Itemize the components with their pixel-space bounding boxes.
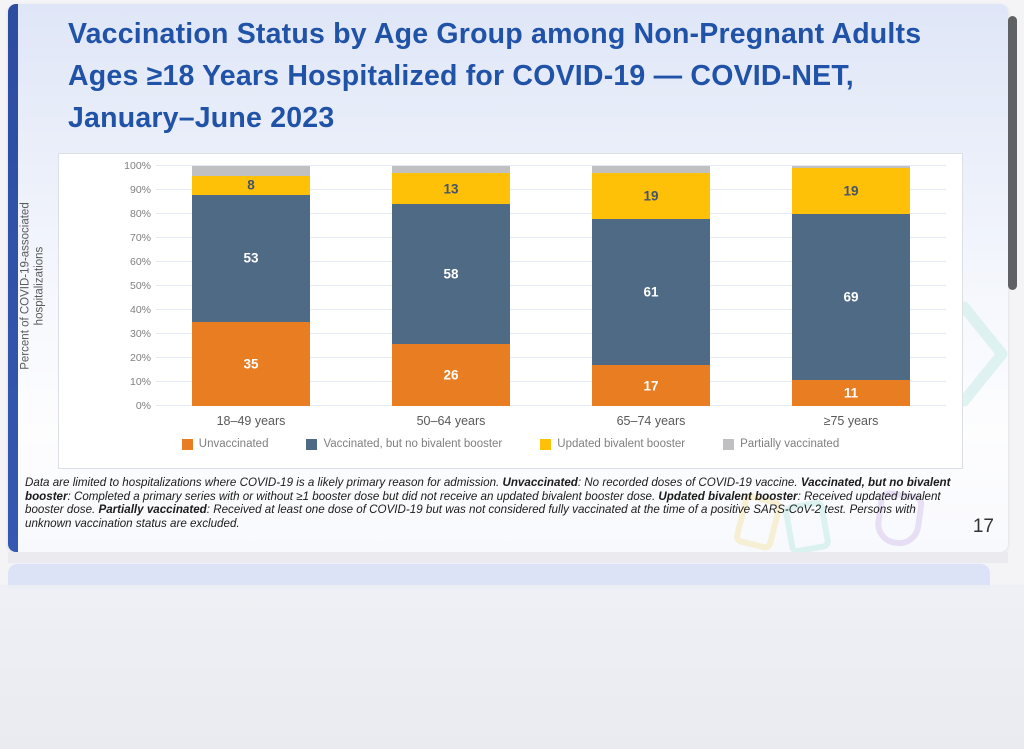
slide-card: Vaccination Status by Age Group among No… bbox=[8, 4, 1008, 552]
slide-page-number: 17 bbox=[972, 516, 994, 537]
bar-segment bbox=[392, 166, 510, 174]
bar-segment: 11 bbox=[792, 379, 910, 406]
bar-value-label: 13 bbox=[443, 181, 459, 197]
gridline bbox=[156, 381, 946, 382]
bar-segment: 58 bbox=[392, 204, 510, 344]
stacked-bar: 35 53 8 bbox=[192, 166, 310, 406]
gridline bbox=[156, 333, 946, 334]
chart-legend: Unvaccinated Vaccinated, but no bivalent … bbox=[59, 438, 962, 450]
gridline bbox=[156, 285, 946, 286]
footnote-segment: : Received at least one dose of COVID-19… bbox=[25, 503, 916, 531]
bar-segment: 61 bbox=[592, 218, 710, 366]
bar-segment: 26 bbox=[392, 343, 510, 406]
legend-item: Partially vaccinated bbox=[723, 438, 839, 450]
next-slide-peek bbox=[8, 563, 990, 589]
bar-segment bbox=[192, 166, 310, 176]
bar-segment: 19 bbox=[592, 173, 710, 219]
chart-panel: Percent of COVID-19-associated hospitali… bbox=[20, 153, 963, 469]
y-tick-label: 80% bbox=[129, 208, 151, 220]
y-axis-title: Percent of COVID-19-associated hospitali… bbox=[19, 202, 46, 370]
bar-value-label: 19 bbox=[843, 183, 859, 199]
slide-accent-stripe bbox=[8, 4, 18, 552]
bar-segment: 53 bbox=[192, 194, 310, 322]
bar-segment: 35 bbox=[192, 322, 310, 406]
footnote-segment: Vaccinated, but no bivalent booster bbox=[25, 476, 951, 503]
y-tick-label: 10% bbox=[129, 376, 151, 388]
legend-swatch-icon bbox=[181, 438, 193, 450]
legend-label: Unvaccinated bbox=[198, 438, 269, 450]
y-tick-label: 50% bbox=[129, 280, 151, 292]
bar-value-label: 17 bbox=[643, 378, 659, 394]
stacked-bar: 11 69 19 bbox=[792, 166, 910, 406]
footnote-segment: : Received updated bivalent booster dose… bbox=[25, 489, 941, 517]
legend-swatch-icon bbox=[540, 438, 552, 450]
bar-value-label: 8 bbox=[247, 177, 255, 193]
footnote-segment: : Completed a primary series with or wit… bbox=[67, 489, 659, 503]
y-tick-label: 0% bbox=[135, 400, 151, 412]
gridline bbox=[156, 189, 946, 190]
chevron-watermark-icon bbox=[958, 301, 1008, 407]
footnote-segment: Updated bivalent booster bbox=[658, 489, 798, 503]
legend-swatch-icon bbox=[306, 438, 318, 450]
legend-label: Updated bivalent booster bbox=[557, 438, 686, 450]
y-tick-label: 40% bbox=[129, 304, 151, 316]
browser-toolbar: cdc.gov bbox=[0, 585, 1024, 749]
y-tick-label: 30% bbox=[129, 328, 151, 340]
bar-value-label: 58 bbox=[443, 266, 459, 282]
bar-value-label: 69 bbox=[843, 289, 859, 305]
y-tick-label: 70% bbox=[129, 232, 151, 244]
bar-value-label: 53 bbox=[243, 250, 259, 266]
bar-value-label: 26 bbox=[443, 367, 459, 383]
bar-value-label: 35 bbox=[243, 356, 259, 372]
gridline bbox=[156, 309, 946, 310]
x-axis-label: 50–64 years bbox=[416, 414, 486, 428]
x-axis-labels: 18–49 years 50–64 years 65–74 years ≥75 yea… bbox=[156, 414, 946, 432]
gridline bbox=[156, 261, 946, 262]
bar-segment: 69 bbox=[792, 214, 910, 380]
gridline bbox=[156, 405, 946, 406]
x-axis-label: ≥75 years bbox=[823, 414, 879, 428]
slide-gap bbox=[8, 552, 1008, 563]
legend-label: Partially vaccinated bbox=[740, 438, 840, 450]
slide-title: Vaccination Status by Age Group among No… bbox=[68, 18, 922, 134]
gridline bbox=[156, 213, 946, 214]
gridline bbox=[156, 357, 946, 358]
y-tick-label: 20% bbox=[129, 352, 151, 364]
y-tick-label: 60% bbox=[129, 256, 151, 268]
gridline bbox=[156, 165, 946, 166]
page-scrollbar[interactable] bbox=[1008, 16, 1017, 290]
y-tick-label: 90% bbox=[129, 184, 151, 196]
plot-area: 35 53 8 26 58 13 17 61 19 11 69 19 bbox=[156, 165, 946, 406]
bar-segment bbox=[792, 166, 910, 169]
bar-segment: 13 bbox=[392, 173, 510, 205]
legend-item: Vaccinated, but no bivalent booster bbox=[306, 438, 502, 450]
legend-swatch-icon bbox=[723, 438, 735, 450]
stacked-bar: 17 61 19 bbox=[592, 166, 710, 406]
gridline bbox=[156, 237, 946, 238]
x-axis-label: 65–74 years bbox=[616, 414, 686, 428]
y-axis-ticks: 0% 10% 20% 30% 40% 50% 60% 70% 80% 90% 100% bbox=[91, 160, 151, 412]
footnote: Data are limited to hospitalizations whe… bbox=[25, 476, 963, 531]
bar-value-label: 61 bbox=[643, 284, 659, 300]
bar-value-label: 19 bbox=[643, 188, 659, 204]
footnote-segment: : No recorded doses of COVID-19 vaccine. bbox=[577, 476, 801, 489]
footnote-segment: Partially vaccinated bbox=[98, 503, 207, 517]
bar-segment: 17 bbox=[592, 365, 710, 406]
bar-segment: 8 bbox=[192, 175, 310, 195]
legend-label: Vaccinated, but no bivalent booster bbox=[323, 438, 503, 450]
x-axis-label: 18–49 years bbox=[216, 414, 286, 428]
footnote-segment: Unvaccinated bbox=[502, 476, 578, 489]
legend-item: Unvaccinated bbox=[181, 438, 269, 450]
y-tick-label: 100% bbox=[124, 160, 151, 172]
bar-segment: 19 bbox=[792, 168, 910, 214]
bar-value-label: 11 bbox=[843, 385, 859, 401]
bar-segment bbox=[592, 166, 710, 174]
footnote-segment: Data are limited to hospitalizations whe… bbox=[25, 476, 503, 489]
legend-item: Updated bivalent booster bbox=[540, 438, 685, 450]
stacked-bar: 26 58 13 bbox=[392, 166, 510, 406]
